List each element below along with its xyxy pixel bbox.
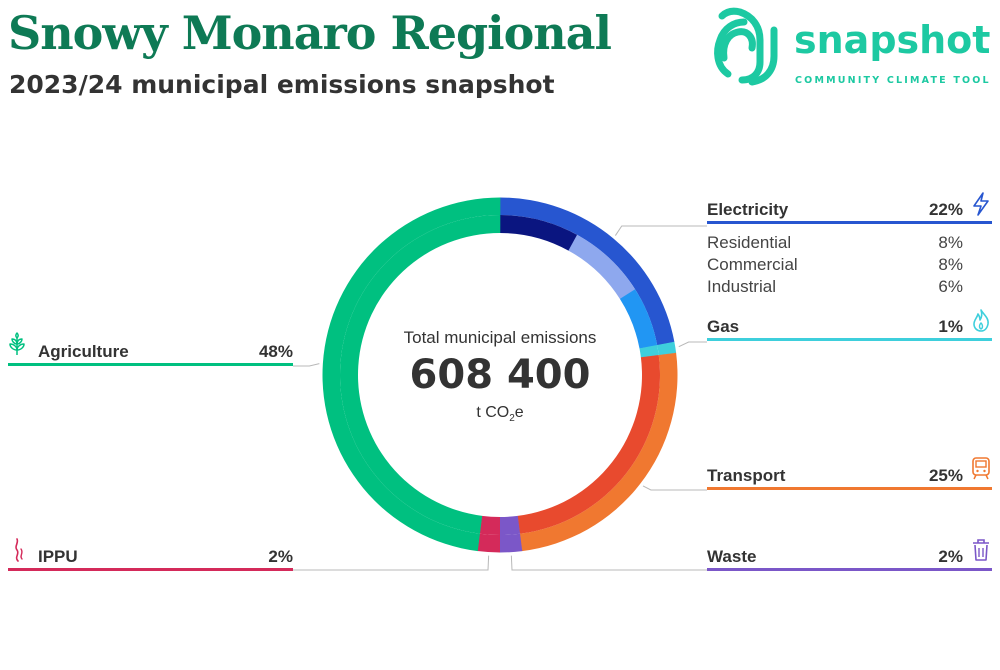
category-percent: 2% xyxy=(938,547,963,566)
leader-line-gas xyxy=(678,341,707,348)
leader-line-electricity xyxy=(614,225,707,236)
donut-slice-body-electricity xyxy=(500,198,674,346)
donut-subslice-commercial xyxy=(568,234,636,300)
page-subtitle: 2023/24 municipal emissions snapshot xyxy=(9,70,555,99)
leader-line-ippu xyxy=(293,555,490,571)
category-rule xyxy=(8,568,293,571)
leader-lines xyxy=(293,225,707,571)
donut-inner-slice-gas xyxy=(639,345,659,358)
train-icon xyxy=(972,457,990,480)
donut-inner-slice-waste xyxy=(499,515,521,536)
subcategory-commercial: Commercial 8% xyxy=(707,255,963,277)
total-emissions-value: 608 400 xyxy=(409,352,591,398)
category-rule xyxy=(707,487,992,490)
subcategory-name: Commercial xyxy=(707,255,798,274)
category-waste: Waste 2% xyxy=(707,545,992,571)
total-emissions-label: Total municipal emissions xyxy=(403,328,597,347)
category-name: Transport xyxy=(707,466,786,485)
snapshot-logo: snapshot COMMUNITY CLIMATE TOOL xyxy=(712,0,1000,90)
category-percent: 48% xyxy=(258,342,293,361)
subcategory-industrial: Industrial 6% xyxy=(707,277,963,299)
unit-subscript: 2 xyxy=(509,413,515,425)
category-name: Gas xyxy=(707,317,740,336)
bin-icon xyxy=(973,539,989,561)
subcategory-percent: 8% xyxy=(938,255,963,274)
subcategory-percent: 8% xyxy=(938,233,963,252)
subcategory-residential: Residential 8% xyxy=(707,233,963,255)
logo-wordmark: snapshot xyxy=(794,18,991,62)
unit-suffix: e xyxy=(514,404,524,421)
category-percent: 25% xyxy=(928,466,963,485)
donut-inner-slice-ippu xyxy=(479,515,500,535)
page-title: Snowy Monaro Regional xyxy=(8,6,612,60)
category-rule xyxy=(707,221,992,224)
donut-inner-slice-agriculture xyxy=(340,214,501,534)
category-percent: 2% xyxy=(268,547,293,566)
donut-slice-body-transport xyxy=(519,352,678,551)
category-name: Agriculture xyxy=(38,342,129,361)
category-name: IPPU xyxy=(38,547,78,566)
category-rule xyxy=(707,338,992,341)
category-electricity: Electricity 22% xyxy=(707,198,992,224)
subcategory-percent: 6% xyxy=(938,277,963,296)
category-percent: 1% xyxy=(938,317,963,336)
unit-prefix: t CO xyxy=(476,404,510,421)
category-name: Waste xyxy=(707,547,757,566)
category-agriculture: Agriculture 48% xyxy=(8,340,293,366)
subcategory-name: Residential xyxy=(707,233,792,252)
flame-icon xyxy=(973,309,989,332)
category-rule xyxy=(707,568,992,571)
subcategory-name: Industrial xyxy=(707,277,776,296)
category-transport: Transport 25% xyxy=(707,464,992,490)
total-emissions-unit: t CO2e xyxy=(360,404,640,424)
snapshot-logo-mark-icon xyxy=(714,7,778,86)
category-percent: 22% xyxy=(928,200,963,219)
donut-outer-ring xyxy=(322,197,678,553)
category-gas: Gas 1% xyxy=(707,315,992,341)
donut-slice-body-gas xyxy=(657,341,676,356)
donut-subslice-industrial xyxy=(619,289,658,349)
category-ippu: IPPU 2% xyxy=(8,545,293,571)
leader-line-transport xyxy=(642,485,707,491)
leader-line-waste xyxy=(510,555,707,571)
donut-subslice-residential xyxy=(500,215,578,251)
category-rule xyxy=(8,363,293,366)
lightning-icon xyxy=(973,192,989,216)
wheat-icon xyxy=(9,332,25,355)
donut-slice-body-waste xyxy=(499,533,523,552)
donut-inner-slice-transport xyxy=(517,354,660,534)
smoke-icon xyxy=(15,538,23,562)
leader-line-agriculture xyxy=(293,363,320,367)
donut-inner-ring xyxy=(340,214,660,536)
category-name: Electricity xyxy=(707,200,789,219)
logo-tagline: COMMUNITY CLIMATE TOOL xyxy=(795,75,991,86)
donut-slice-body-ippu xyxy=(477,533,500,552)
